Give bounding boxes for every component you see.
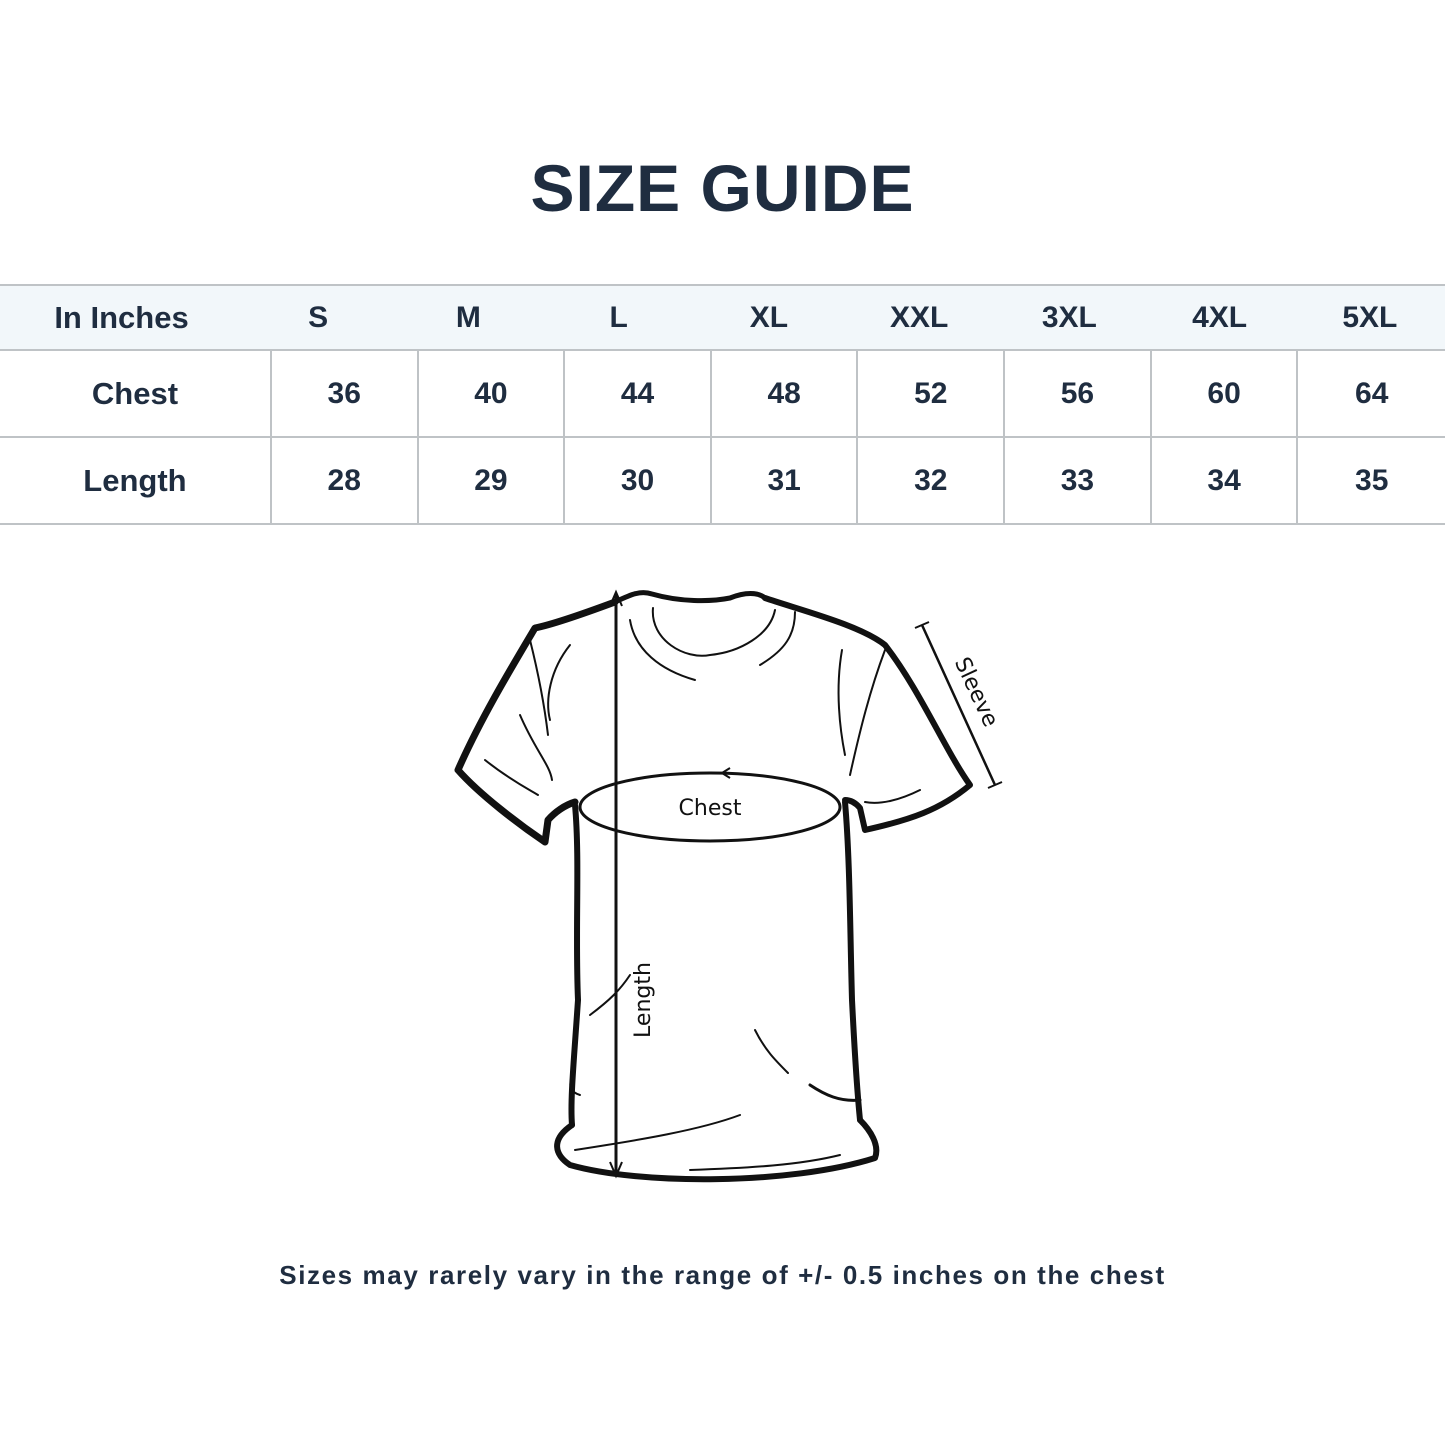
page-title: SIZE GUIDE [530, 151, 915, 225]
table-header-row: In Inches S M L XL XXL 3XL 4XL 5XL [0, 284, 1445, 351]
table-cell: 31 [712, 438, 859, 523]
table-cell: 36 [272, 351, 419, 436]
length-label: Length [631, 962, 656, 1038]
chest-measure-ellipse [578, 771, 842, 843]
tshirt-outline [454, 590, 973, 1183]
sleeve-label: Sleeve [949, 654, 1003, 731]
header-cell: 5XL [1342, 300, 1398, 334]
table-cell: 44 [565, 351, 712, 436]
row-label: Length [0, 438, 272, 523]
table-row: Chest 36 40 44 48 52 56 60 64 [0, 351, 1445, 438]
table-row: Length 28 29 30 31 32 33 34 35 [0, 438, 1445, 525]
table-cell: 52 [858, 351, 1006, 436]
table-cell: 40 [419, 351, 566, 436]
table-cell: 64 [1355, 376, 1389, 410]
sleeve-measure-line [920, 624, 997, 786]
header-cell: XXL [889, 300, 949, 334]
table-cell: 56 [1005, 351, 1152, 436]
header-cell: S [308, 300, 329, 334]
table-cell: 29 [419, 438, 566, 523]
header-cell: In Inches [54, 299, 189, 335]
header-cell: 4XL [1192, 300, 1248, 334]
row-label: Chest [0, 351, 272, 436]
header-cell: L [609, 300, 628, 334]
table-cell: 34 [1152, 438, 1299, 523]
header-cell: M [455, 300, 481, 334]
arrowhead-icon [914, 621, 1003, 789]
size-table: In Inches S M L XL XXL 3XL 4XL 5XL Chest… [0, 284, 1445, 525]
table-cell: 48 [712, 351, 859, 436]
arrow-left-icon [712, 767, 731, 779]
size-variation-note: Sizes may rarely vary in the range of +/… [279, 1260, 1166, 1290]
header-cell: 3XL [1041, 300, 1097, 334]
tshirt-diagram: Chest Length Sleeve [454, 589, 1003, 1183]
chest-label: Chest [679, 796, 742, 821]
table-cell: 30 [565, 438, 712, 523]
arrowhead-icon [609, 589, 623, 1179]
table-cell: 35 [1355, 463, 1389, 497]
header-cell: XL [749, 300, 789, 334]
table-cell: 60 [1152, 351, 1299, 436]
table-cell: 28 [272, 438, 419, 523]
table-cell: 32 [858, 438, 1006, 523]
table-cell: 33 [1005, 438, 1152, 523]
